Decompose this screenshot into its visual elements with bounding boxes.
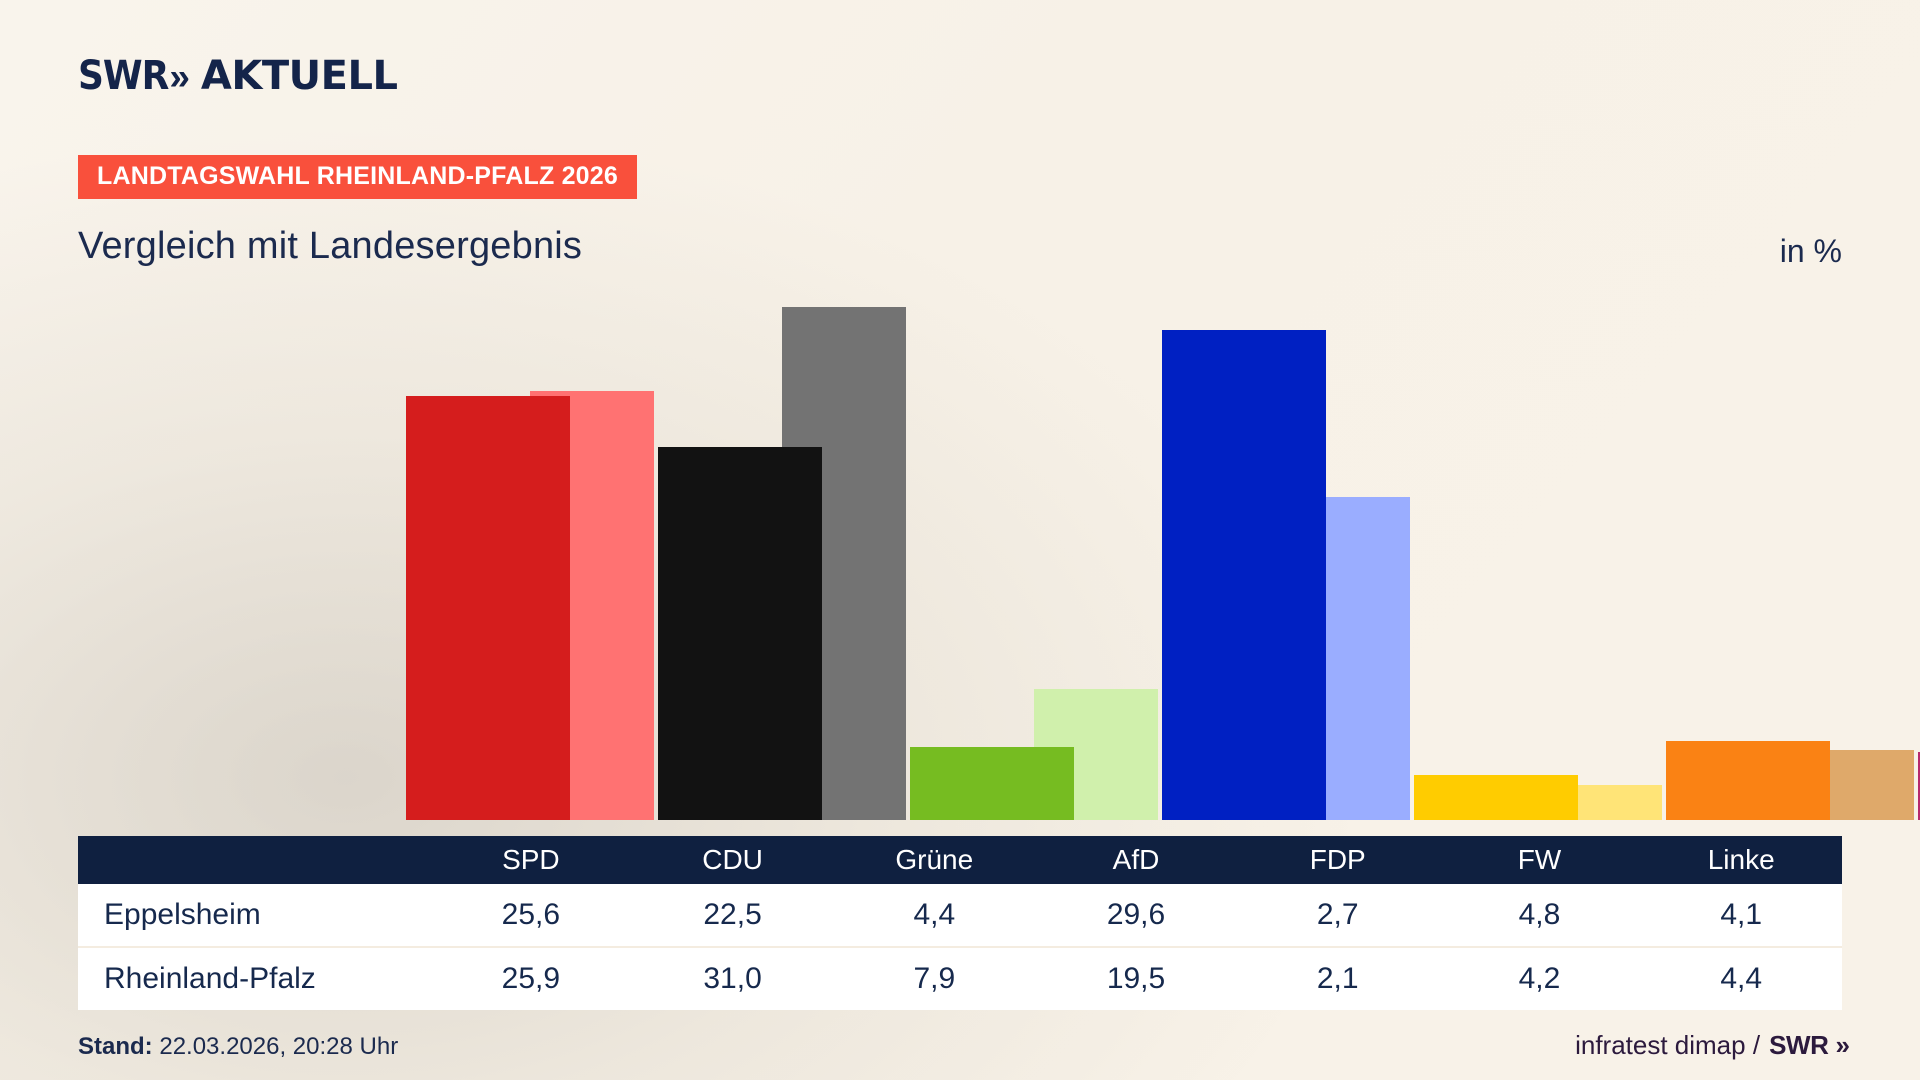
bar-group-cdu xyxy=(658,300,958,820)
source-double-chevron-icon: » xyxy=(1835,1030,1851,1060)
row-label-eppelsheim: Eppelsheim xyxy=(104,898,261,931)
cell-rlp-gruene: 7,9 xyxy=(913,962,956,995)
cell-rlp-fw: 4,2 xyxy=(1518,962,1561,995)
stand-value: 22.03.2026, 20:28 Uhr xyxy=(159,1033,399,1060)
kicker-badge: LANDTAGSWAHL RHEINLAND-PFALZ 2026 xyxy=(78,155,637,199)
cell-eppelsheim-afd: 29,6 xyxy=(1106,898,1166,931)
bar-result-afd xyxy=(1162,329,1326,820)
column-header-spd: SPD xyxy=(502,844,560,875)
stand-label: Stand: xyxy=(78,1033,153,1060)
table-row: Eppelsheim 25,6 22,5 4,4 29,6 2,7 4,8 4,… xyxy=(78,884,1842,946)
results-table: SPD CDU Grüne AfD FDP FW Linke Eppelshei… xyxy=(78,836,1842,1010)
bar-result-fdp xyxy=(1414,775,1578,820)
stand-footer: Stand: 22.03.2026, 20:28 Uhr xyxy=(78,1033,398,1061)
bar-group-spd xyxy=(406,300,706,820)
cell-rlp-cdu: 31,0 xyxy=(703,962,762,995)
source-swr-text: SWR xyxy=(1769,1030,1829,1060)
source-footer: infratest dimap / SWR » xyxy=(1575,1030,1851,1061)
column-header-fdp: FDP xyxy=(1309,844,1366,875)
bar-result-fw xyxy=(1666,740,1830,820)
bar-group-fdp xyxy=(1414,300,1714,820)
source-text: infratest dimap / xyxy=(1575,1030,1761,1060)
table-row: Rheinland-Pfalz 25,9 31,0 7,9 19,5 2,1 4… xyxy=(78,946,1842,1010)
table-header-row: SPD CDU Grüne AfD FDP FW Linke xyxy=(78,836,1842,884)
column-header-fw: FW xyxy=(1517,844,1562,875)
bar-result-spd xyxy=(406,396,570,820)
cell-rlp-afd: 19,5 xyxy=(1106,962,1166,995)
cell-rlp-fdp: 2,1 xyxy=(1316,962,1359,995)
column-header-gruene: Grüne xyxy=(895,844,974,875)
cell-rlp-spd: 25,9 xyxy=(501,962,561,995)
bar-result-linke xyxy=(1918,752,1920,820)
logo-aktuell-text: AKTUELL xyxy=(200,53,398,99)
double-chevron-icon: » xyxy=(169,55,189,97)
bar-group-gruene xyxy=(910,300,1210,820)
column-header-afd: AfD xyxy=(1112,844,1160,875)
bar-result-cdu xyxy=(658,447,822,820)
swr-aktuell-logo: SWR » AKTUELL xyxy=(78,53,398,99)
bar-result-gruene xyxy=(910,747,1074,820)
cell-eppelsheim-cdu: 22,5 xyxy=(703,898,762,931)
cell-eppelsheim-fdp: 2,7 xyxy=(1316,898,1359,931)
bar-group-afd xyxy=(1162,300,1462,820)
bar-group-linke xyxy=(1918,300,1920,820)
cell-eppelsheim-fw: 4,8 xyxy=(1518,898,1561,931)
cell-eppelsheim-gruene: 4,4 xyxy=(913,898,956,931)
page-subtitle: Vergleich mit Landesergebnis xyxy=(78,225,583,267)
bar-group-fw xyxy=(1666,300,1920,820)
bar-chart xyxy=(0,300,1920,820)
cell-rlp-linke: 4,4 xyxy=(1720,962,1763,995)
column-header-cdu: CDU xyxy=(702,844,763,875)
column-header-linke: Linke xyxy=(1707,844,1775,875)
row-label-rheinland-pfalz: Rheinland-Pfalz xyxy=(104,962,316,995)
cell-eppelsheim-linke: 4,1 xyxy=(1720,898,1763,931)
cell-eppelsheim-spd: 25,6 xyxy=(501,898,561,931)
unit-label: in % xyxy=(1779,233,1842,269)
logo-swr-text: SWR xyxy=(78,53,169,99)
